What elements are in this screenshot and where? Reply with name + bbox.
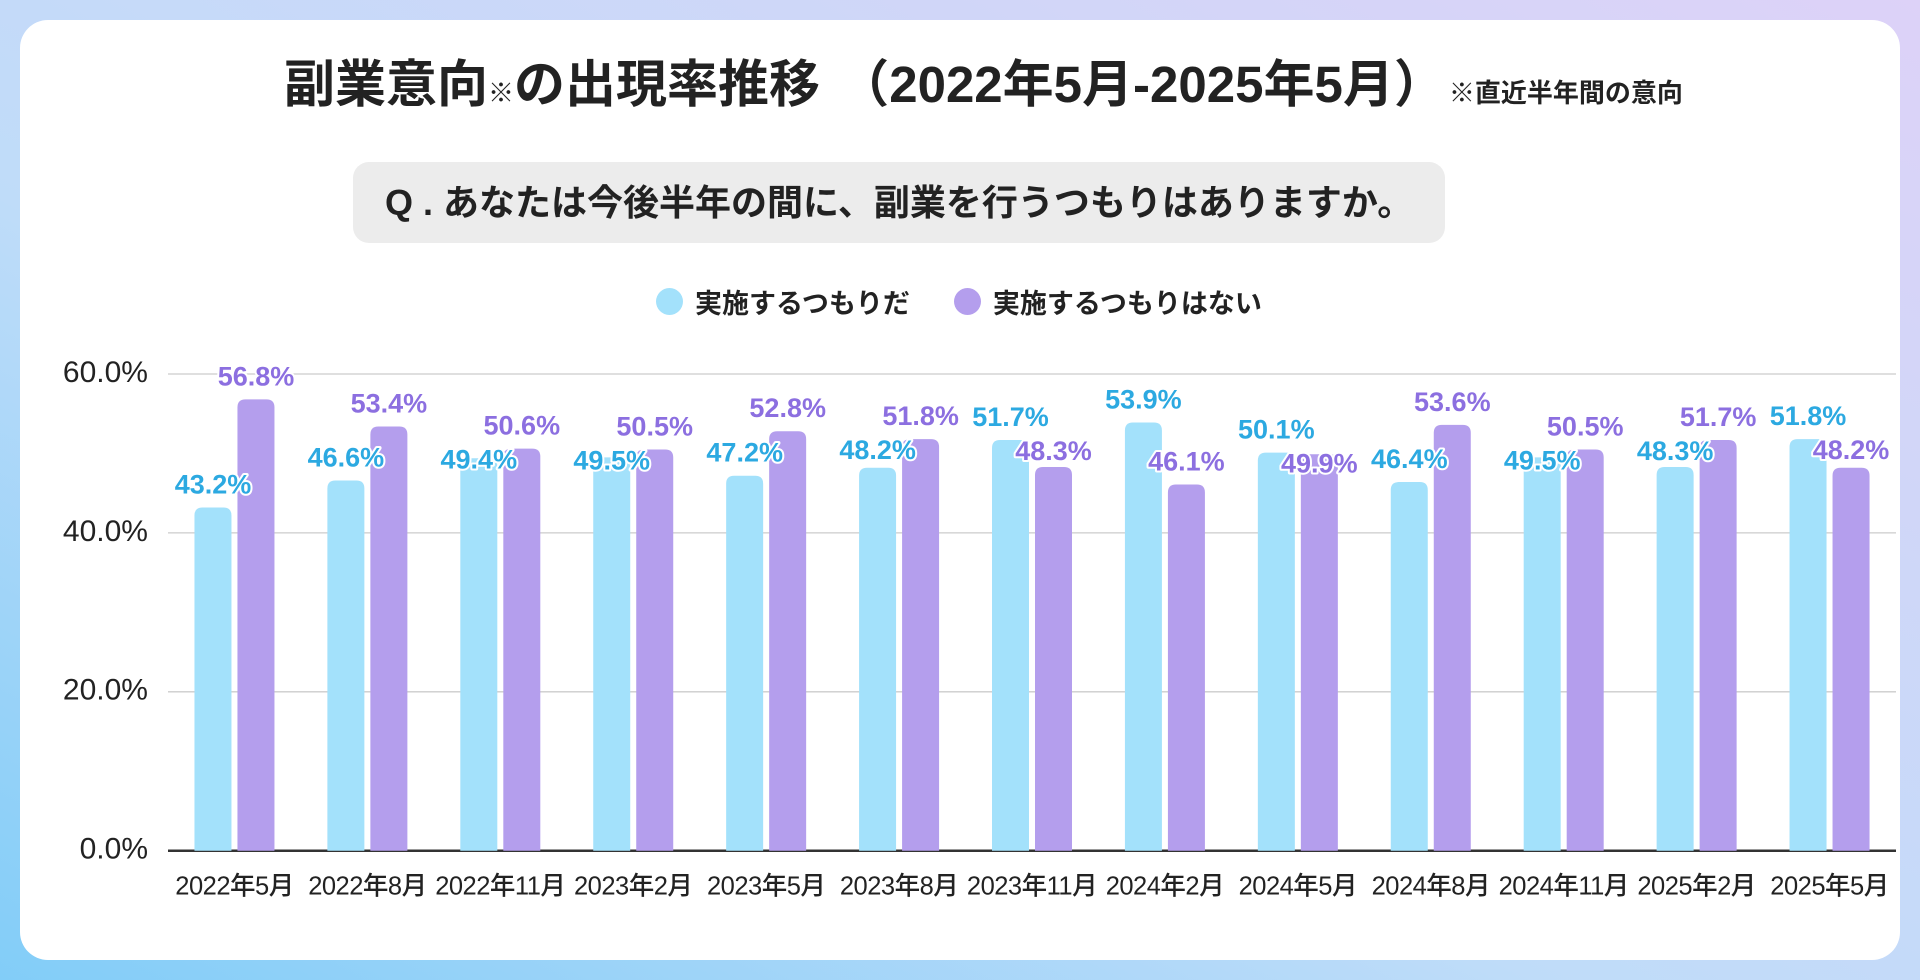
svg-text:47.2%: 47.2% (706, 438, 783, 468)
svg-text:48.2%: 48.2% (839, 435, 916, 465)
svg-text:46.6%: 46.6% (308, 443, 385, 473)
svg-text:53.4%: 53.4% (351, 388, 428, 418)
svg-text:2025年2月: 2025年2月 (1637, 873, 1755, 901)
svg-text:2024年11月: 2024年11月 (1499, 873, 1629, 901)
svg-text:49.4%: 49.4% (441, 445, 518, 475)
svg-text:56.8%: 56.8% (218, 361, 295, 391)
svg-text:2022年5月: 2022年5月 (175, 873, 293, 901)
svg-text:50.5%: 50.5% (1547, 412, 1624, 442)
svg-text:51.8%: 51.8% (1770, 401, 1847, 431)
svg-text:49.9%: 49.9% (1281, 449, 1358, 479)
svg-text:2022年11月: 2022年11月 (435, 873, 565, 901)
svg-text:46.4%: 46.4% (1371, 444, 1448, 474)
svg-text:2025年5月: 2025年5月 (1770, 873, 1888, 901)
svg-text:48.2%: 48.2% (1813, 435, 1890, 465)
svg-text:51.8%: 51.8% (882, 401, 959, 431)
svg-text:51.7%: 51.7% (972, 402, 1049, 432)
svg-text:48.3%: 48.3% (1637, 436, 1714, 466)
svg-text:49.5%: 49.5% (1504, 446, 1581, 476)
svg-text:60.0%: 60.0% (63, 356, 148, 389)
svg-text:53.9%: 53.9% (1105, 385, 1182, 415)
svg-text:52.8%: 52.8% (749, 393, 826, 423)
svg-text:50.5%: 50.5% (616, 412, 693, 442)
svg-text:2024年2月: 2024年2月 (1106, 873, 1224, 901)
svg-text:53.6%: 53.6% (1414, 387, 1491, 417)
svg-text:48.3%: 48.3% (1015, 436, 1092, 466)
svg-text:2024年5月: 2024年5月 (1239, 873, 1357, 901)
svg-text:43.2%: 43.2% (175, 470, 252, 500)
svg-text:2023年2月: 2023年2月 (574, 873, 692, 901)
svg-text:2022年8月: 2022年8月 (308, 873, 426, 901)
svg-text:0.0%: 0.0% (80, 833, 148, 866)
svg-text:50.6%: 50.6% (484, 411, 561, 441)
svg-text:2023年8月: 2023年8月 (840, 873, 958, 901)
svg-text:46.1%: 46.1% (1148, 446, 1225, 476)
svg-text:2023年5月: 2023年5月 (707, 873, 825, 901)
svg-text:20.0%: 20.0% (63, 674, 148, 707)
svg-text:50.1%: 50.1% (1238, 415, 1315, 445)
svg-text:40.0%: 40.0% (63, 515, 148, 548)
svg-text:2023年11月: 2023年11月 (967, 873, 1097, 901)
svg-text:51.7%: 51.7% (1680, 402, 1757, 432)
svg-text:2024年8月: 2024年8月 (1372, 873, 1490, 901)
svg-text:49.5%: 49.5% (573, 446, 650, 476)
